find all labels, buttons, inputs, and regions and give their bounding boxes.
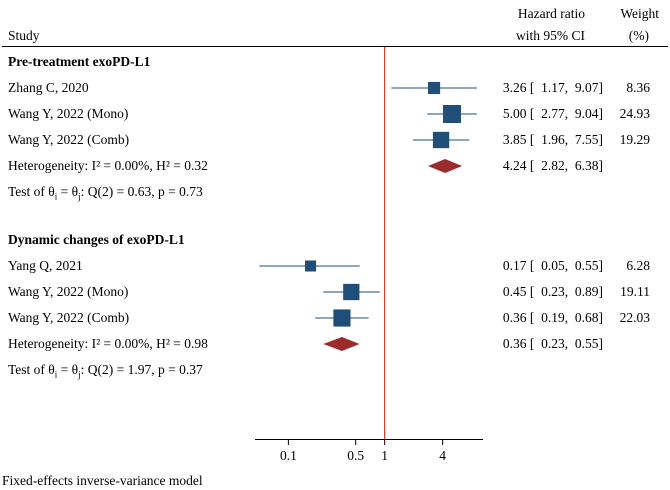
homogeneity-test-label: Test of θi = θj: Q(2) = 0.63, p = 0.73 (8, 184, 203, 202)
summary-ci-text: 4.24 [ 2.82, 6.38] (502, 158, 603, 173)
study-ci-text: 0.45 [ 0.23, 0.89] (502, 284, 603, 299)
study-ci-text: 0.17 [ 0.05, 0.55] (502, 258, 603, 273)
point-estimate-square (343, 283, 360, 301)
point-estimate-square (333, 309, 351, 327)
homogeneity-test-label: Test of θi = θj: Q(2) = 1.97, p = 0.37 (8, 362, 203, 380)
study-ci-text: 3.85 [ 1.96, 7.55] (502, 132, 603, 147)
point-estimate-square (428, 81, 441, 95)
x-tick-label-1: 0.5 (347, 448, 364, 463)
study-ci-text: 5.00 [ 2.77, 9.04] (502, 106, 603, 121)
point-estimate-square (442, 105, 461, 123)
study-name: Zhang C, 2020 (8, 80, 89, 95)
study-weight-text: 8.36 (626, 80, 650, 95)
summary-ci-text: 0.36 [ 0.23, 0.55] (502, 336, 603, 351)
study-ci-text: 0.36 [ 0.19, 0.68] (502, 310, 603, 325)
study-name: Wang Y, 2022 (Mono) (8, 106, 129, 121)
header-weight-line1: Weight (620, 6, 659, 21)
study-name: Wang Y, 2022 (Comb) (8, 310, 130, 325)
point-estimate-square (432, 131, 450, 149)
x-tick-label-2: 1 (381, 448, 388, 463)
heterogeneity-label: Heterogeneity: I² = 0.00%, H² = 0.32 (8, 158, 208, 173)
study-name: Wang Y, 2022 (Comb) (8, 132, 130, 147)
study-weight-text: 19.11 (620, 284, 650, 299)
study-weight-text: 19.29 (619, 132, 650, 147)
footnote: Fixed-effects inverse-variance model (2, 473, 203, 488)
summary-diamond (428, 159, 463, 173)
header-study: Study (8, 28, 40, 43)
header-effect-line2: with 95% CI (516, 28, 585, 43)
group-title-1: Dynamic changes of exoPD-L1 (8, 232, 185, 247)
header-weight-line2: (%) (628, 28, 649, 43)
study-name: Wang Y, 2022 (Mono) (8, 284, 129, 299)
study-weight-text: 6.28 (626, 258, 650, 273)
study-weight-text: 24.93 (619, 106, 650, 121)
point-estimate-square (305, 260, 317, 272)
study-ci-text: 3.26 [ 1.17, 9.07] (502, 80, 603, 95)
group-title-0: Pre-treatment exoPD-L1 (8, 54, 151, 69)
heterogeneity-label: Heterogeneity: I² = 0.00%, H² = 0.98 (8, 336, 208, 351)
study-weight-text: 22.03 (619, 310, 650, 325)
study-name: Yang Q, 2021 (8, 258, 83, 273)
summary-diamond (323, 337, 360, 351)
x-tick-label-3: 4 (439, 448, 446, 463)
header-effect-line1: Hazard ratio (517, 6, 585, 21)
x-tick-label-0: 0.1 (280, 448, 297, 463)
